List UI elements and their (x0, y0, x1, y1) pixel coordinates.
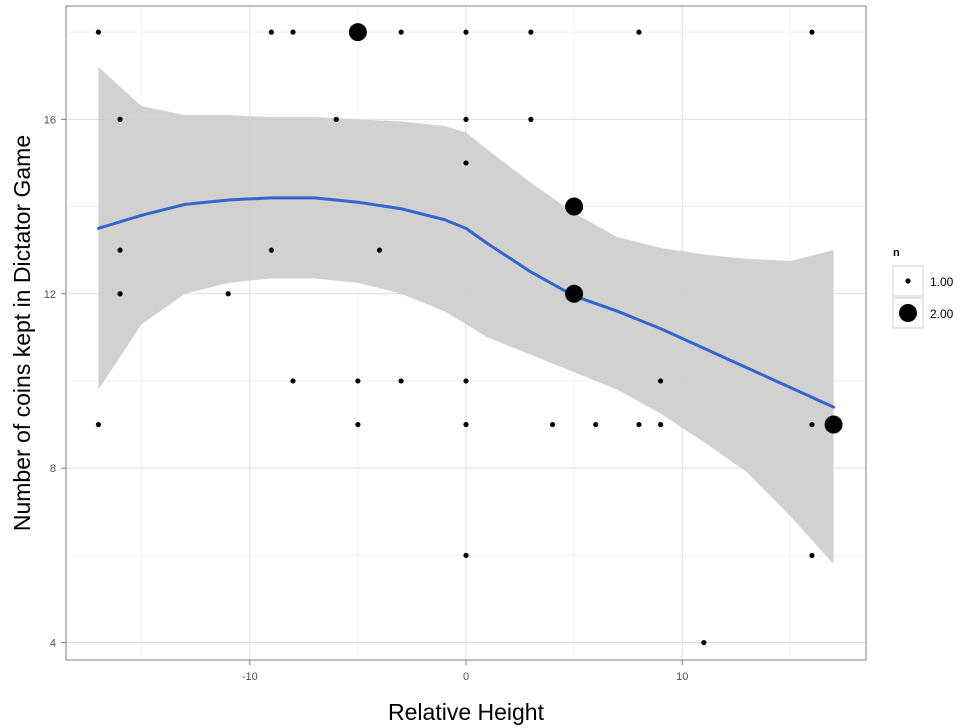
data-point (398, 378, 404, 384)
data-point (355, 378, 361, 384)
data-point (463, 378, 469, 384)
data-points (95, 23, 843, 646)
legend-label-2: 2.00 (930, 307, 954, 321)
x-axis-title: Relative Height (388, 699, 545, 725)
y-tick-label: 12 (44, 289, 56, 301)
data-point (636, 29, 642, 35)
legend-title: n (893, 247, 900, 259)
confidence-band (98, 67, 834, 565)
data-point (290, 378, 296, 384)
data-point (657, 421, 664, 428)
data-point (376, 247, 383, 253)
data-point (528, 116, 534, 122)
data-point (290, 29, 296, 35)
data-point (824, 415, 843, 434)
x-tick-label: -10 (242, 671, 258, 683)
data-point (117, 116, 123, 122)
data-point (117, 291, 123, 297)
smooth-line-layer (96, 196, 836, 409)
data-point (809, 552, 815, 558)
data-point (463, 160, 469, 166)
data-point (117, 247, 123, 253)
data-point (463, 421, 469, 428)
data-point (268, 29, 275, 35)
data-point (809, 29, 815, 35)
data-point (95, 29, 102, 35)
x-axis-ticks: -10 0 10 (242, 660, 688, 683)
data-point (95, 421, 102, 428)
confidence-band-layer (98, 67, 834, 565)
data-point (549, 421, 556, 428)
data-point (701, 639, 707, 646)
data-point (528, 29, 534, 35)
data-point (333, 116, 339, 122)
data-point (636, 421, 642, 428)
data-point (268, 247, 275, 253)
x-tick-label: 10 (676, 671, 688, 683)
legend: n 1.00 2.00 (892, 247, 954, 329)
data-point (463, 552, 469, 558)
y-axis-title: Number of coins kept in Dictator Game (9, 135, 35, 531)
legend-label-1: 1.00 (930, 275, 954, 289)
data-point (348, 23, 367, 42)
data-point (593, 421, 599, 428)
data-point (809, 421, 815, 428)
data-point (657, 378, 664, 384)
data-point (225, 291, 231, 297)
y-tick-label: 16 (44, 114, 56, 126)
legend-point-small (905, 278, 911, 284)
data-point (565, 284, 584, 303)
data-point (355, 421, 361, 428)
data-point (398, 29, 404, 35)
data-point (463, 29, 469, 35)
y-tick-label: 8 (50, 463, 56, 475)
smooth-line (96, 196, 836, 409)
y-axis-ticks: 4 8 12 16 (44, 114, 66, 650)
x-tick-label: 0 (463, 671, 469, 683)
data-point (565, 197, 584, 216)
y-tick-label: 4 (50, 638, 56, 650)
legend-point-large (899, 304, 917, 322)
data-point (463, 116, 469, 122)
